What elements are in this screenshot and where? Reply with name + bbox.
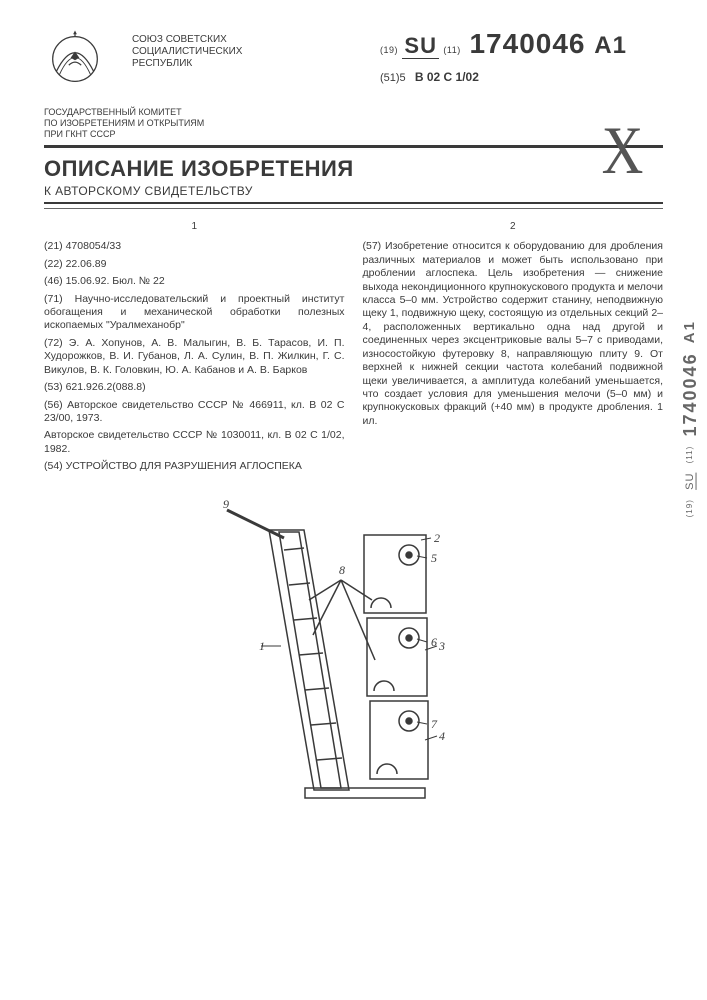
ipc-prefix: (51)5 xyxy=(380,72,406,84)
figure-1-icon: 9 1 2 3 4 5 6 7 8 xyxy=(209,490,499,810)
fig-label-8: 8 xyxy=(339,563,345,577)
country-code: SU xyxy=(402,33,439,59)
rule-medium xyxy=(44,202,663,204)
doc-code-line: (19) SU (11) 1740046 A1 xyxy=(380,28,627,60)
title-sub: К АВТОРСКОМУ СВИДЕТЕЛЬСТВУ xyxy=(44,184,663,198)
kind-code: A1 xyxy=(594,32,627,59)
state-emblem-icon xyxy=(44,28,106,90)
title-block: ОПИСАНИЕ ИЗОБРЕТЕНИЯ К АВТОРСКОМУ СВИДЕТ… xyxy=(44,156,663,198)
field-46: (46) 15.06.92. Бюл. № 22 xyxy=(44,275,345,288)
rule-thin xyxy=(44,208,663,209)
fig-label-4: 4 xyxy=(439,729,445,743)
ipc-code: B 02 C 1/02 xyxy=(415,70,479,84)
emblem xyxy=(44,28,114,93)
code-11: (11) xyxy=(443,45,460,55)
column-right: 2 (57) Изобретение относится к оборудова… xyxy=(363,221,664,477)
field-22: (22) 22.06.89 xyxy=(44,258,345,271)
field-56a: (56) Авторское свидетельство СССР № 4669… xyxy=(44,399,345,426)
field-56b: Авторское свидетельство СССР № 1030011, … xyxy=(44,429,345,456)
committee-row: ГОСУДАРСТВЕННЫЙ КОМИТЕТ ПО ИЗОБРЕТЕНИЯМ … xyxy=(44,103,663,139)
code-19: (19) xyxy=(380,45,398,55)
field-53: (53) 621.926.2(088.8) xyxy=(44,381,345,394)
column-left: 1 (21) 4708054/33 (22) 22.06.89 (46) 15.… xyxy=(44,221,345,477)
side-doc-number: (19) SU (11) 1740046 A1 xyxy=(680,320,701,517)
doc-number-block: (19) SU (11) 1740046 A1 (51)5 B 02 C 1/0… xyxy=(290,28,663,93)
handwritten-mark-icon: X xyxy=(602,130,644,171)
field-72: (72) Э. А. Хопунов, А. В. Малыгин, В. Б.… xyxy=(44,337,345,377)
field-71: (71) Научно-исследовательский и проектны… xyxy=(44,293,345,333)
fig-label-3: 3 xyxy=(438,639,445,653)
rule-thick xyxy=(44,145,663,148)
col-num-right: 2 xyxy=(363,221,664,234)
committee-label: ГОСУДАРСТВЕННЫЙ КОМИТЕТ ПО ИЗОБРЕТЕНИЯМ … xyxy=(44,107,254,139)
republic-label: СОЮЗ СОВЕТСКИХ СОЦИАЛИСТИЧЕСКИХ РЕСПУБЛИ… xyxy=(132,28,272,93)
field-54: (54) УСТРОЙСТВО ДЛЯ РАЗРУШЕНИЯ АГЛОСПЕКА xyxy=(44,460,345,473)
body-columns: 1 (21) 4708054/33 (22) 22.06.89 (46) 15.… xyxy=(44,221,663,477)
fig-label-5: 5 xyxy=(431,551,437,565)
field-21: (21) 4708054/33 xyxy=(44,240,345,253)
ipc-line: (51)5 B 02 C 1/02 xyxy=(380,70,479,84)
abstract: (57) Изобретение относится к оборудовани… xyxy=(363,240,664,428)
fig-label-7: 7 xyxy=(431,717,438,731)
fig-label-2: 2 xyxy=(434,531,440,545)
title-main: ОПИСАНИЕ ИЗОБРЕТЕНИЯ xyxy=(44,156,663,182)
col-num-left: 1 xyxy=(44,221,345,234)
header-row: СОЮЗ СОВЕТСКИХ СОЦИАЛИСТИЧЕСКИХ РЕСПУБЛИ… xyxy=(44,28,663,93)
fig-label-9: 9 xyxy=(223,497,229,511)
doc-number: 1740046 xyxy=(469,28,585,59)
figure-wrap: 9 1 2 3 4 5 6 7 8 xyxy=(44,490,663,810)
